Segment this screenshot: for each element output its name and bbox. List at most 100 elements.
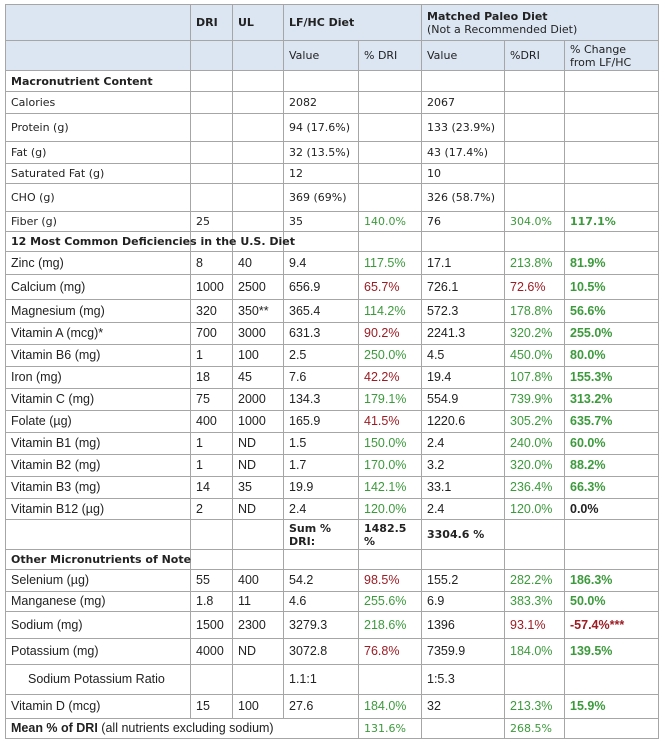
value-cell: 2.4 — [283, 498, 359, 520]
value-cell: 100 — [232, 694, 284, 719]
value-cell: 383.3% — [504, 591, 565, 612]
empty-cell — [564, 549, 659, 570]
section-label: 12 Most Common Deficiencies in the U.S. … — [5, 231, 295, 252]
table-row: Vitamin B3 (mg) 14 35 19.9 142.1% 33.1 236.4% 6… — [5, 476, 659, 499]
value-cell: 179.1% — [358, 388, 422, 411]
header-cell: LF/HC Diet — [283, 4, 422, 41]
header-cell: UL — [232, 4, 284, 41]
value-cell: 184.0% — [504, 638, 565, 665]
value-cell: 2.4 — [421, 498, 505, 520]
mean-value: 268.5% — [504, 718, 565, 739]
empty-cell — [504, 549, 565, 570]
empty-cell — [564, 231, 659, 252]
empty-cell — [5, 519, 191, 550]
value-cell: 90.2% — [358, 322, 422, 345]
value-cell: 120.0% — [358, 498, 422, 520]
empty-cell — [232, 70, 284, 92]
value-cell: 43 (17.4%) — [421, 141, 505, 164]
value-cell: 170.0% — [358, 454, 422, 477]
value-cell: 27.6 — [283, 694, 359, 719]
mean-row: Mean % of DRI (all nutrients excluding s… — [5, 718, 659, 739]
empty-cell — [232, 141, 284, 164]
empty-cell — [504, 91, 565, 114]
header-text: Matched Paleo Diet — [427, 9, 548, 23]
value-cell: 17.1 — [421, 251, 505, 275]
mean-label: Mean % of DRI (all nutrients excluding s… — [5, 718, 359, 739]
value-cell: 45 — [232, 366, 284, 389]
table-row: Manganese (mg) 1.8 11 4.6 255.6% 6.9 383.3% 50.… — [5, 591, 659, 612]
value-cell: 1.7 — [283, 454, 359, 477]
sum-cell: 1482.5 % — [358, 519, 422, 550]
value-cell: 42.2% — [358, 366, 422, 389]
value-cell: 142.1% — [358, 476, 422, 499]
value-cell: 240.0% — [504, 432, 565, 455]
value-cell: 313.2% — [564, 388, 659, 411]
table-row: CHO (g) 369 (69%) 326 (58.7%) — [5, 183, 659, 212]
value-cell: 739.9% — [504, 388, 565, 411]
value-cell: 320.0% — [504, 454, 565, 477]
value-cell: 40 — [232, 251, 284, 275]
value-cell: 1 — [190, 344, 233, 367]
value-cell: 4000 — [190, 638, 233, 665]
table-row: Vitamin A (mcg)* 700 3000 631.3 90.2% 2241.3 3… — [5, 322, 659, 345]
sum-cell: Sum % DRI: — [283, 519, 359, 550]
value-cell: 3279.3 — [283, 611, 359, 639]
table-row: Macronutrient Content — [5, 70, 659, 92]
header-cell: % Change from LF/HC — [564, 40, 659, 71]
empty-cell — [232, 163, 284, 184]
value-cell: 165.9 — [283, 410, 359, 433]
value-cell: 100 — [232, 344, 284, 367]
empty-cell — [190, 91, 233, 114]
row-label: Potassium (mg) — [5, 638, 191, 665]
value-cell: 1000 — [232, 410, 284, 433]
table-row: Vitamin B12 (µg) 2 ND 2.4 120.0% 2.4 120.0% 0.0… — [5, 498, 659, 520]
header-cell: Matched Paleo Diet (Not a Recommended Die… — [421, 4, 659, 41]
value-cell: 1220.6 — [421, 410, 505, 433]
row-label: Vitamin B2 (mg) — [5, 454, 191, 477]
value-cell: 2500 — [232, 274, 284, 300]
row-label: Fiber (g) — [5, 211, 191, 232]
header-cell: Value — [421, 40, 505, 71]
value-cell: 19.9 — [283, 476, 359, 499]
empty-cell — [283, 70, 359, 92]
table-row: Vitamin B6 (mg) 1 100 2.5 250.0% 4.5 450.0% 80.… — [5, 344, 659, 367]
value-cell: 305.2% — [504, 410, 565, 433]
nutrient-table: DRI UL LF/HC Diet Matched Paleo Diet (Not… — [5, 4, 659, 739]
value-cell: 12 — [283, 163, 359, 184]
empty-cell — [564, 664, 659, 695]
row-label: Folate (µg) — [5, 410, 191, 433]
empty-cell — [358, 113, 422, 142]
empty-cell — [190, 163, 233, 184]
value-cell: 7359.9 — [421, 638, 505, 665]
row-label: Calories — [5, 91, 191, 114]
row-label: Protein (g) — [5, 113, 191, 142]
value-cell: -57.4%*** — [564, 611, 659, 639]
table-row: Selenium (µg) 55 400 54.2 98.5% 155.2 282.2% 18… — [5, 569, 659, 592]
table-row: Vitamin B2 (mg) 1 ND 1.7 170.0% 3.2 320.0% 88.2… — [5, 454, 659, 477]
value-cell: 400 — [232, 569, 284, 592]
row-label: Iron (mg) — [5, 366, 191, 389]
value-cell: 1.8 — [190, 591, 233, 612]
empty-cell — [358, 231, 422, 252]
empty-cell — [190, 664, 233, 695]
value-cell: 1 — [190, 432, 233, 455]
row-label: Vitamin B3 (mg) — [5, 476, 191, 499]
value-cell: 140.0% — [358, 211, 422, 232]
value-cell: 93.1% — [504, 611, 565, 639]
empty-cell — [232, 113, 284, 142]
value-cell: 6.9 — [421, 591, 505, 612]
value-cell: 32 (13.5%) — [283, 141, 359, 164]
table-row: Iron (mg) 18 45 7.6 42.2% 19.4 107.8% 155.3% — [5, 366, 659, 389]
row-label: Vitamin D (mcg) — [5, 694, 191, 719]
header-cell — [232, 40, 284, 71]
mean-label-bold: Mean % of DRI — [11, 721, 98, 735]
header-cell — [5, 40, 191, 71]
empty-cell — [504, 141, 565, 164]
row-label: Vitamin C (mg) — [5, 388, 191, 411]
value-cell: 1500 — [190, 611, 233, 639]
value-cell: 32 — [421, 694, 505, 719]
empty-cell — [358, 664, 422, 695]
value-cell: 255.6% — [358, 591, 422, 612]
value-cell: 4.6 — [283, 591, 359, 612]
row-label: Manganese (mg) — [5, 591, 191, 612]
